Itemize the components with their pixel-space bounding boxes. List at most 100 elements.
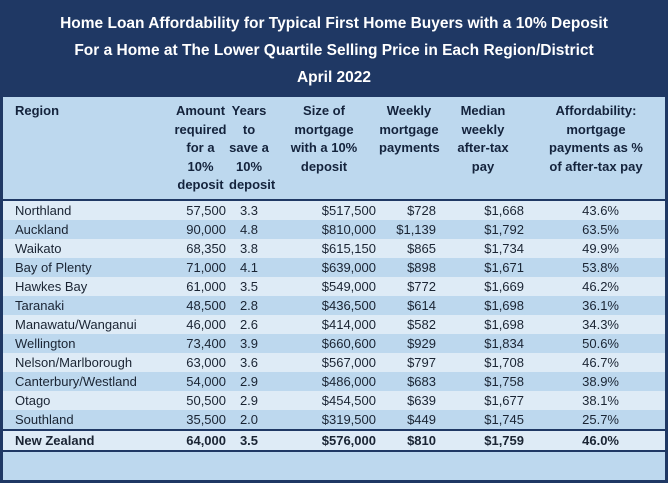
cell-region: New Zealand xyxy=(3,428,172,452)
total-row: New Zealand 64,000 3.5 $576,000 $810 $1,… xyxy=(3,428,665,452)
cell-affordability: 46.0% xyxy=(527,428,665,452)
cell-region: Taranaki xyxy=(15,297,65,313)
cell-mortgage: $549,000 xyxy=(321,278,376,294)
cell-region: Bay of Plenty xyxy=(15,259,92,275)
cell-region: Northland xyxy=(15,202,72,218)
cell-region: Wellington xyxy=(15,335,76,351)
cell-mortgage: $454,500 xyxy=(321,392,376,408)
cell-median: $1,698 xyxy=(484,297,524,313)
report-title: Home Loan Affordability for Typical Firs… xyxy=(3,3,665,97)
cell-weekly: $683 xyxy=(407,373,436,389)
table-row: Otago 50,500 2.9 $454,500 $639 $1,677 38… xyxy=(3,390,665,410)
cell-affordability: 49.9% xyxy=(582,240,619,256)
cell-median: $1,708 xyxy=(484,354,524,370)
cell-median: $1,792 xyxy=(484,221,524,237)
cell-weekly: $898 xyxy=(407,259,436,275)
cell-median: $1,758 xyxy=(484,373,524,389)
cell-amount: 71,000 xyxy=(186,259,226,275)
cell-mortgage: $436,500 xyxy=(321,297,376,313)
footer-strip xyxy=(3,451,665,480)
cell-years: 2.6 xyxy=(239,316,259,332)
table-row: Nelson/Marlborough 63,000 3.6 $567,000 $… xyxy=(3,352,665,372)
cell-affordability: 53.8% xyxy=(582,259,619,275)
cell-affordability: 36.1% xyxy=(582,297,619,313)
cell-mortgage: $660,600 xyxy=(321,335,376,351)
cell-region: Canterbury/Westland xyxy=(15,373,137,389)
cell-amount: 73,400 xyxy=(186,335,226,351)
cell-amount: 48,500 xyxy=(186,297,226,313)
column-header-weekly-payments: Weekly mortgage payments xyxy=(379,97,440,201)
cell-affordability: 25.7% xyxy=(582,411,619,427)
cell-weekly: $614 xyxy=(407,297,436,313)
cell-weekly: $1,139 xyxy=(396,221,436,237)
cell-median: $1,669 xyxy=(484,278,524,294)
affordability-table: Region Amount required for a 10% deposit… xyxy=(3,97,665,452)
cell-weekly: $728 xyxy=(407,202,436,218)
cell-amount: 68,350 xyxy=(186,240,226,256)
cell-region: Otago xyxy=(15,392,51,408)
cell-weekly: $929 xyxy=(407,335,436,351)
table-row: Taranaki 48,500 2.8 $436,500 $614 $1,698… xyxy=(3,295,665,315)
cell-years: 4.1 xyxy=(239,259,259,275)
cell-amount: 63,000 xyxy=(186,354,226,370)
cell-median: $1,668 xyxy=(484,202,524,218)
cell-mortgage: $639,000 xyxy=(321,259,376,275)
cell-affordability: 38.1% xyxy=(582,392,619,408)
cell-weekly: $449 xyxy=(407,411,436,427)
cell-weekly: $582 xyxy=(407,316,436,332)
cell-amount: 50,500 xyxy=(186,392,226,408)
table-row: Manawatu/Wanganui 46,000 2.6 $414,000 $5… xyxy=(3,314,665,334)
cell-weekly: $639 xyxy=(407,392,436,408)
cell-region: Hawkes Bay xyxy=(15,278,88,294)
column-header-mortgage-size: Size of mortgage with a 10% deposit xyxy=(269,97,379,201)
cell-weekly: $772 xyxy=(407,278,436,294)
cell-years: 2.9 xyxy=(239,392,259,408)
table-row: Northland 57,500 3.3 $517,500 $728 $1,66… xyxy=(3,199,665,220)
cell-weekly: $865 xyxy=(407,240,436,256)
cell-affordability: 46.2% xyxy=(582,278,619,294)
cell-weekly: $797 xyxy=(407,354,436,370)
cell-affordability: 46.7% xyxy=(582,354,619,370)
cell-affordability: 38.9% xyxy=(582,373,619,389)
cell-affordability: 63.5% xyxy=(582,221,619,237)
cell-years: 3.9 xyxy=(239,335,259,351)
cell-median: $1,734 xyxy=(484,240,524,256)
cell-median: $1,759 xyxy=(439,428,527,452)
cell-mortgage: $517,500 xyxy=(321,202,376,218)
column-header-deposit-amount: Amount required for a 10% deposit xyxy=(172,97,229,201)
cell-years: 2.0 xyxy=(239,411,259,427)
cell-years: 3.8 xyxy=(239,240,259,256)
cell-years: 2.8 xyxy=(239,297,259,313)
cell-years: 4.8 xyxy=(239,221,259,237)
cell-mortgage: $319,500 xyxy=(321,411,376,427)
table-row: Bay of Plenty 71,000 4.1 $639,000 $898 $… xyxy=(3,257,665,277)
cell-amount: 57,500 xyxy=(186,202,226,218)
cell-mortgage: $414,000 xyxy=(321,316,376,332)
cell-region: Manawatu/Wanganui xyxy=(15,316,137,332)
cell-affordability: 50.6% xyxy=(582,335,619,351)
cell-region: Nelson/Marlborough xyxy=(15,354,133,370)
cell-amount: 90,000 xyxy=(186,221,226,237)
table-row: Auckland 90,000 4.8 $810,000 $1,139 $1,7… xyxy=(3,219,665,239)
cell-years: 3.5 xyxy=(229,428,269,452)
cell-region: Waikato xyxy=(15,240,62,256)
cell-median: $1,698 xyxy=(484,316,524,332)
cell-years: 3.6 xyxy=(239,354,259,370)
cell-amount: 46,000 xyxy=(186,316,226,332)
table-row: Wellington 73,400 3.9 $660,600 $929 $1,8… xyxy=(3,333,665,353)
cell-amount: 64,000 xyxy=(172,428,229,452)
cell-region: Southland xyxy=(15,411,74,427)
cell-mortgage: $615,150 xyxy=(321,240,376,256)
cell-amount: 35,500 xyxy=(186,411,226,427)
report-title-line-3: April 2022 xyxy=(296,69,372,86)
table-row: Canterbury/Westland 54,000 2.9 $486,000 … xyxy=(3,371,665,391)
cell-region: Auckland xyxy=(15,221,69,237)
table-row: Southland 35,500 2.0 $319,500 $449 $1,74… xyxy=(3,409,665,430)
cell-years: 3.3 xyxy=(239,202,259,218)
report-title-line-1: Home Loan Affordability for Typical Firs… xyxy=(60,15,608,32)
cell-median: $1,671 xyxy=(484,259,524,275)
cell-amount: 61,000 xyxy=(186,278,226,294)
cell-median: $1,834 xyxy=(484,335,524,351)
header-row: Region Amount required for a 10% deposit… xyxy=(3,97,665,201)
